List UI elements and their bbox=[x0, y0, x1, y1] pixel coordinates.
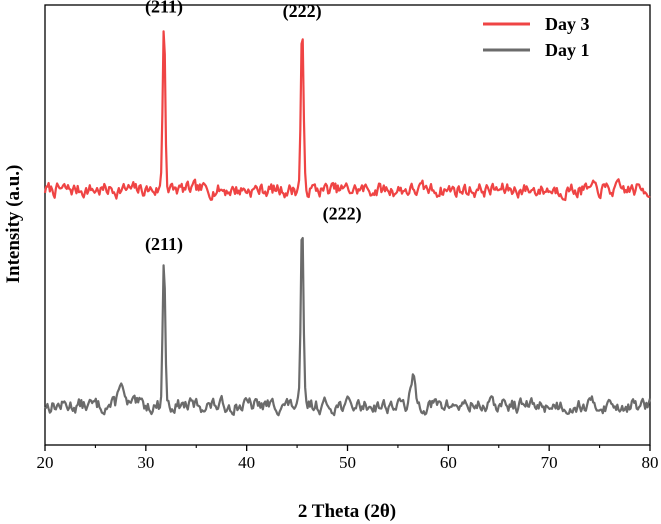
x-tick-label: 40 bbox=[238, 453, 255, 472]
peak-label: (222) bbox=[323, 203, 362, 224]
x-tick-label: 70 bbox=[541, 453, 558, 472]
peak-label: (211) bbox=[145, 0, 183, 18]
x-tick-label: 60 bbox=[440, 453, 457, 472]
plot-frame bbox=[44, 4, 651, 446]
peak-labels: (211) (222) (211) (222) bbox=[145, 0, 362, 255]
x-tick-label: 50 bbox=[339, 453, 356, 472]
peak-label: (211) bbox=[145, 234, 183, 255]
plot-border bbox=[44, 4, 651, 446]
legend: Day 3 Day 1 bbox=[483, 14, 590, 60]
peak-label: (222) bbox=[283, 1, 322, 22]
series-line-2 bbox=[44, 236, 652, 417]
series-line-1 bbox=[43, 30, 651, 202]
series-lines bbox=[43, 30, 652, 417]
legend-label: Day 3 bbox=[545, 14, 590, 34]
x-axis-title: 2 Theta (2θ) bbox=[298, 501, 396, 522]
x-tick-label: 20 bbox=[37, 453, 54, 472]
y-axis-title: Intensity (a.u.) bbox=[3, 165, 24, 284]
x-tick-label: 80 bbox=[642, 453, 659, 472]
legend-label: Day 1 bbox=[545, 40, 590, 60]
x-tick-label: 30 bbox=[137, 453, 154, 472]
x-axis-ticks: 20 30 40 50 60 70 80 bbox=[37, 445, 659, 472]
